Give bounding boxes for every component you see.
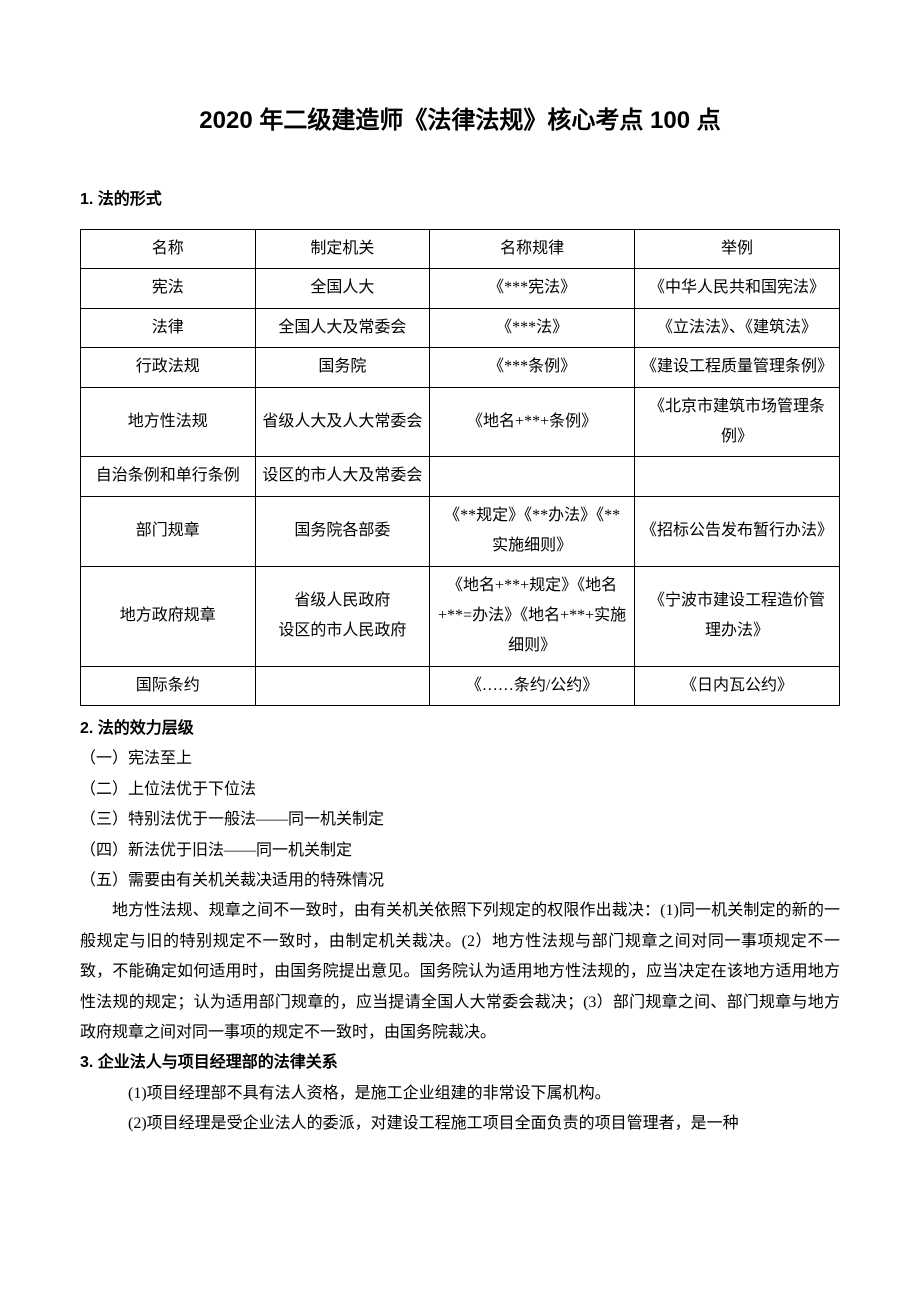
cell: 《……条约/公约》	[430, 666, 635, 705]
cell: 行政法规	[81, 348, 256, 387]
cell: 《北京市建筑市场管理条例》	[635, 387, 840, 457]
section2-paragraph: 地方性法规、规章之间不一致时，由有关机关依照下列规定的权限作出裁决：(1)同一机…	[80, 896, 840, 1048]
cell: 《招标公告发布暂行办法》	[635, 496, 840, 566]
section2-item: （四）新法优于旧法——同一机关制定	[80, 836, 840, 866]
cell: 《地名+**+条例》	[430, 387, 635, 457]
cell: 宪法	[81, 269, 256, 308]
table-row: 法律 全国人大及常委会 《***法》 《立法法》、《建筑法》	[81, 308, 840, 347]
cell: 国际条约	[81, 666, 256, 705]
section3-item: (2)项目经理是受企业法人的委派，对建设工程施工项目全面负责的项目管理者，是一种	[80, 1109, 840, 1139]
cell	[430, 457, 635, 496]
law-forms-table: 名称 制定机关 名称规律 举例 宪法 全国人大 《***宪法》 《中华人民共和国…	[80, 229, 840, 706]
section2-heading: 2. 法的效力层级	[80, 714, 840, 744]
th-name: 名称	[81, 230, 256, 269]
section2-item: （二）上位法优于下位法	[80, 775, 840, 805]
cell: 《宁波市建设工程造价管理办法》	[635, 566, 840, 666]
section2-item: （三）特别法优于一般法——同一机关制定	[80, 805, 840, 835]
cell	[255, 666, 430, 705]
section2-item: （五）需要由有关机关裁决适用的特殊情况	[80, 866, 840, 896]
cell: 《建设工程质量管理条例》	[635, 348, 840, 387]
table-row: 自治条例和单行条例 设区的市人大及常委会	[81, 457, 840, 496]
cell: 省级人民政府设区的市人民政府	[255, 566, 430, 666]
table-row: 地方性法规 省级人大及人大常委会 《地名+**+条例》 《北京市建筑市场管理条例…	[81, 387, 840, 457]
cell: 《地名+**+规定》《地名+**=办法》《地名+**+实施细则》	[430, 566, 635, 666]
cell: 《***条例》	[430, 348, 635, 387]
cell: 全国人大及常委会	[255, 308, 430, 347]
page-title: 2020 年二级建造师《法律法规》核心考点 100 点	[80, 100, 840, 135]
cell: 《***宪法》	[430, 269, 635, 308]
th-example: 举例	[635, 230, 840, 269]
cell: 地方政府规章	[81, 566, 256, 666]
cell: 《**规定》《**办法》《**实施细则》	[430, 496, 635, 566]
cell: 设区的市人大及常委会	[255, 457, 430, 496]
cell: 部门规章	[81, 496, 256, 566]
cell: 省级人大及人大常委会	[255, 387, 430, 457]
table-row: 部门规章 国务院各部委 《**规定》《**办法》《**实施细则》 《招标公告发布…	[81, 496, 840, 566]
cell: 《日内瓦公约》	[635, 666, 840, 705]
cell: 全国人大	[255, 269, 430, 308]
table-row: 地方政府规章 省级人民政府设区的市人民政府 《地名+**+规定》《地名+**=办…	[81, 566, 840, 666]
table-row: 国际条约 《……条约/公约》 《日内瓦公约》	[81, 666, 840, 705]
th-authority: 制定机关	[255, 230, 430, 269]
cell: 《立法法》、《建筑法》	[635, 308, 840, 347]
section3-heading: 3. 企业法人与项目经理部的法律关系	[80, 1048, 840, 1078]
cell: 国务院	[255, 348, 430, 387]
cell: 国务院各部委	[255, 496, 430, 566]
table-header-row: 名称 制定机关 名称规律 举例	[81, 230, 840, 269]
section1-heading: 1. 法的形式	[80, 185, 840, 209]
table-row: 行政法规 国务院 《***条例》 《建设工程质量管理条例》	[81, 348, 840, 387]
cell: 《中华人民共和国宪法》	[635, 269, 840, 308]
section3-item: (1)项目经理部不具有法人资格，是施工企业组建的非常设下属机构。	[80, 1079, 840, 1109]
section2-item: （一）宪法至上	[80, 744, 840, 774]
cell	[635, 457, 840, 496]
th-pattern: 名称规律	[430, 230, 635, 269]
cell: 法律	[81, 308, 256, 347]
cell: 地方性法规	[81, 387, 256, 457]
cell: 《***法》	[430, 308, 635, 347]
cell: 自治条例和单行条例	[81, 457, 256, 496]
table-row: 宪法 全国人大 《***宪法》 《中华人民共和国宪法》	[81, 269, 840, 308]
